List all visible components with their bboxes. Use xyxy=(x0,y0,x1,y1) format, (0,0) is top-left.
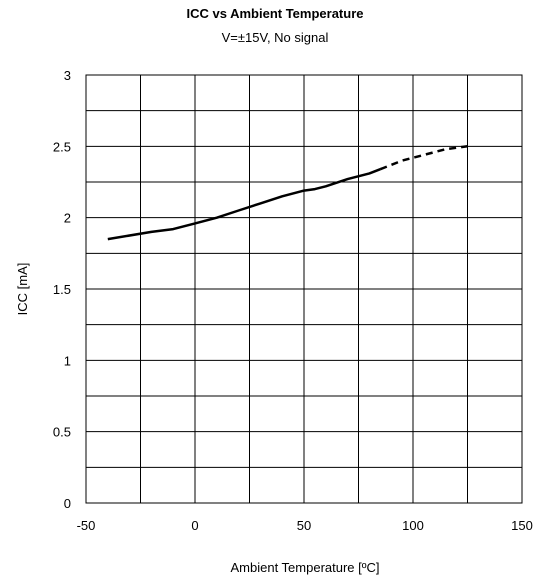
series-layer xyxy=(107,145,468,241)
plot-frame xyxy=(85,74,523,504)
y-tick-label: 1 xyxy=(64,353,71,368)
x-tick-label: 50 xyxy=(297,518,311,533)
y-tick-label: 2.5 xyxy=(53,139,71,154)
y-tick-label: 3 xyxy=(64,68,71,83)
x-axis-ticks: -50 0 50 100 150 xyxy=(77,518,533,533)
x-axis-label: Ambient Temperature [ºC] xyxy=(230,560,379,575)
y-tick-label: 0.5 xyxy=(53,425,71,440)
y-axis-ticks: 0 0.5 1 1.5 2 2.5 3 xyxy=(53,68,71,511)
y-tick-label: 2 xyxy=(64,211,71,226)
x-tick-label: -50 xyxy=(77,518,96,533)
chart-title: ICC vs Ambient Temperature xyxy=(187,6,364,21)
chart-subtitle: V=±15V, No signal xyxy=(222,30,329,45)
x-tick-label: 100 xyxy=(402,518,424,533)
y-tick-label: 1.5 xyxy=(53,282,71,297)
series-line-solid xyxy=(107,168,381,241)
x-tick-label: 150 xyxy=(511,518,533,533)
y-axis-label: ICC [mA] xyxy=(15,263,30,316)
series-line-dashed xyxy=(379,145,468,171)
grid xyxy=(86,75,522,503)
x-tick-label: 0 xyxy=(191,518,198,533)
y-tick-label: 0 xyxy=(64,496,71,511)
